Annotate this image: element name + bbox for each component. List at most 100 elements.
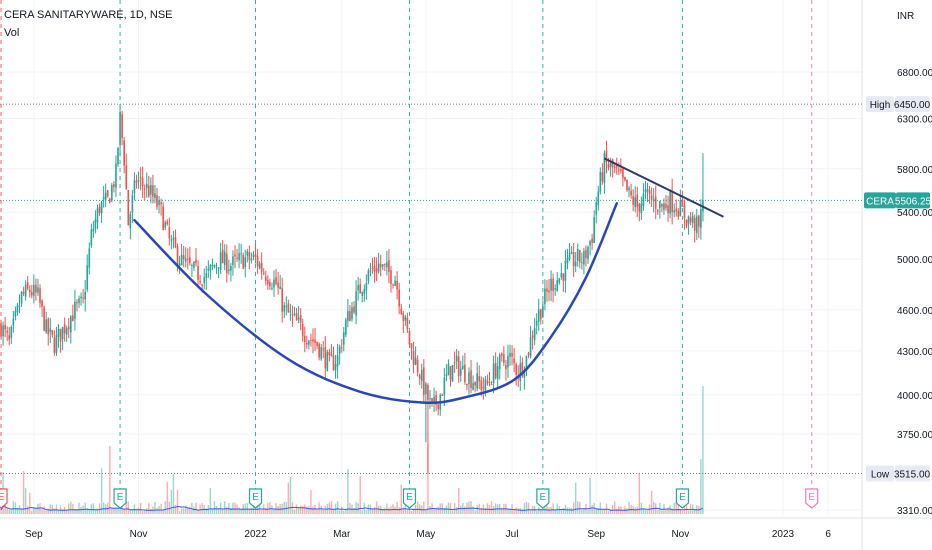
- volume-bar: [316, 509, 318, 514]
- volume-bar: [634, 507, 636, 514]
- marker-tag: [866, 96, 894, 113]
- candle-body: [544, 288, 546, 304]
- candle-body: [537, 309, 540, 322]
- candle-body: [164, 222, 167, 228]
- volume-bar: [486, 503, 489, 514]
- candle-body: [589, 241, 591, 246]
- candle-body: [135, 180, 138, 183]
- volume-bar: [221, 509, 224, 514]
- candle-body: [427, 385, 429, 400]
- volume-bar: [230, 507, 232, 514]
- candle-body: [685, 219, 688, 226]
- candle-body: [679, 200, 682, 217]
- symbol-title[interactable]: CERA SANITARYWARE, 1D, NSE: [4, 9, 173, 21]
- candle-body: [336, 355, 339, 367]
- candle-body: [55, 335, 58, 353]
- volume-bar: [589, 477, 591, 514]
- candle-body: [505, 365, 507, 370]
- candle-body: [256, 256, 259, 267]
- volume-bar: [0, 506, 2, 514]
- volume-bar: [644, 509, 647, 514]
- volume-bar: [283, 501, 285, 514]
- candle-body: [595, 202, 598, 215]
- volume-bar: [423, 501, 425, 514]
- volume-bar: [260, 509, 263, 514]
- candle-body: [209, 264, 212, 271]
- volume-bar: [96, 508, 99, 514]
- volume-bar: [408, 507, 411, 514]
- candle-body: [338, 346, 341, 354]
- earnings-badge[interactable]: [113, 488, 127, 509]
- candle-body: [615, 164, 618, 168]
- candle-body: [123, 140, 125, 166]
- candle-body: [691, 215, 694, 223]
- candle-body: [642, 193, 645, 206]
- candle-body: [500, 353, 503, 356]
- time-axis[interactable]: Sep Nov 2022 Mar May Jul Sep Nov 2023 6: [25, 529, 831, 540]
- candle-body: [275, 277, 277, 285]
- candle-body: [150, 184, 152, 195]
- volume-bar: [587, 510, 589, 514]
- candle-body: [230, 266, 232, 271]
- volume-bar: [185, 505, 187, 514]
- earnings-badge[interactable]: [0, 488, 8, 509]
- candle-body: [267, 280, 269, 285]
- candle-body: [490, 384, 493, 386]
- volume-bar: [535, 510, 538, 514]
- volume-bar: [226, 507, 228, 514]
- last-price-value: 5506.25: [895, 196, 932, 207]
- candle-body: [113, 184, 115, 188]
- volume-bar: [252, 502, 255, 514]
- earnings-badge[interactable]: [402, 488, 417, 509]
- volume-bar: [293, 509, 296, 514]
- volume-bar: [330, 501, 333, 514]
- earnings-badge-label: E: [406, 492, 413, 503]
- earnings-badge[interactable]: [536, 488, 550, 509]
- candle-body: [322, 348, 325, 350]
- candle-body: [18, 305, 21, 307]
- candle-body: [203, 277, 206, 284]
- candle-body: [223, 251, 226, 265]
- cup-curve[interactable]: [133, 202, 618, 404]
- volume-legend[interactable]: Vol: [4, 27, 20, 39]
- candle-body: [377, 263, 380, 272]
- earnings-badge[interactable]: [248, 488, 263, 509]
- candle-body: [283, 305, 286, 312]
- volume-layer: [0, 386, 704, 514]
- volume-bar: [86, 508, 88, 514]
- candle-body: [572, 252, 575, 267]
- candle-body: [609, 162, 612, 167]
- volume-bar: [146, 508, 148, 514]
- volume-bar: [98, 503, 101, 514]
- candle-body: [628, 187, 630, 191]
- volume-bar: [88, 508, 90, 514]
- volume-bar: [685, 501, 688, 514]
- volume-bar: [248, 508, 251, 514]
- volume-bar: [562, 507, 565, 514]
- candle-body: [63, 324, 66, 334]
- candle-body: [240, 253, 242, 255]
- volume-bar: [521, 509, 524, 514]
- volume-bar: [525, 501, 528, 514]
- drawing-layer[interactable]: [133, 157, 724, 404]
- volume-bar: [193, 507, 195, 514]
- volume-bar: [84, 502, 86, 514]
- candle-body: [324, 346, 327, 369]
- earnings-badge[interactable]: [805, 488, 819, 509]
- candle-body: [353, 306, 355, 313]
- volume-bar: [211, 509, 214, 514]
- price-axis[interactable]: INR 6800.00 6300.00 5800.00 5400.00 5000.00 46…: [897, 11, 932, 517]
- y-tick-label: 5800.00: [897, 165, 932, 176]
- candle-body: [394, 280, 396, 286]
- candle-body: [388, 260, 390, 272]
- candle-body: [10, 326, 13, 338]
- volume-bar: [277, 505, 279, 514]
- volume-bar: [460, 505, 462, 514]
- volume-bar: [554, 509, 556, 514]
- candle-body: [260, 262, 263, 272]
- earnings-badge[interactable]: [675, 488, 690, 509]
- resistance-trendline[interactable]: [603, 157, 724, 218]
